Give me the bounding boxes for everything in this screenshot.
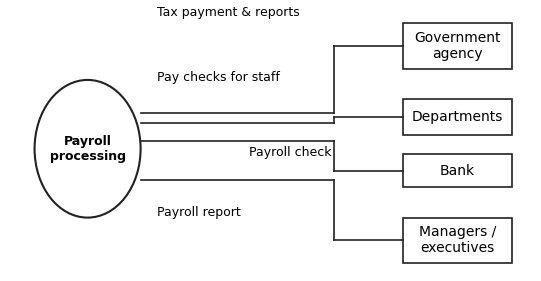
Bar <box>403 154 512 187</box>
Text: Payroll report: Payroll report <box>156 206 240 219</box>
Text: Bank: Bank <box>440 164 475 178</box>
Text: Departments: Departments <box>412 110 503 124</box>
Text: Payroll
processing: Payroll processing <box>50 135 126 163</box>
Bar <box>403 99 512 135</box>
Text: Government
agency: Government agency <box>414 31 500 61</box>
Text: Payroll check: Payroll check <box>249 146 332 159</box>
Bar <box>403 23 512 69</box>
Text: Tax payment & reports: Tax payment & reports <box>156 6 299 19</box>
Bar <box>403 217 512 263</box>
Text: Pay checks for staff: Pay checks for staff <box>156 71 279 84</box>
Text: Managers /
executives: Managers / executives <box>419 225 496 255</box>
